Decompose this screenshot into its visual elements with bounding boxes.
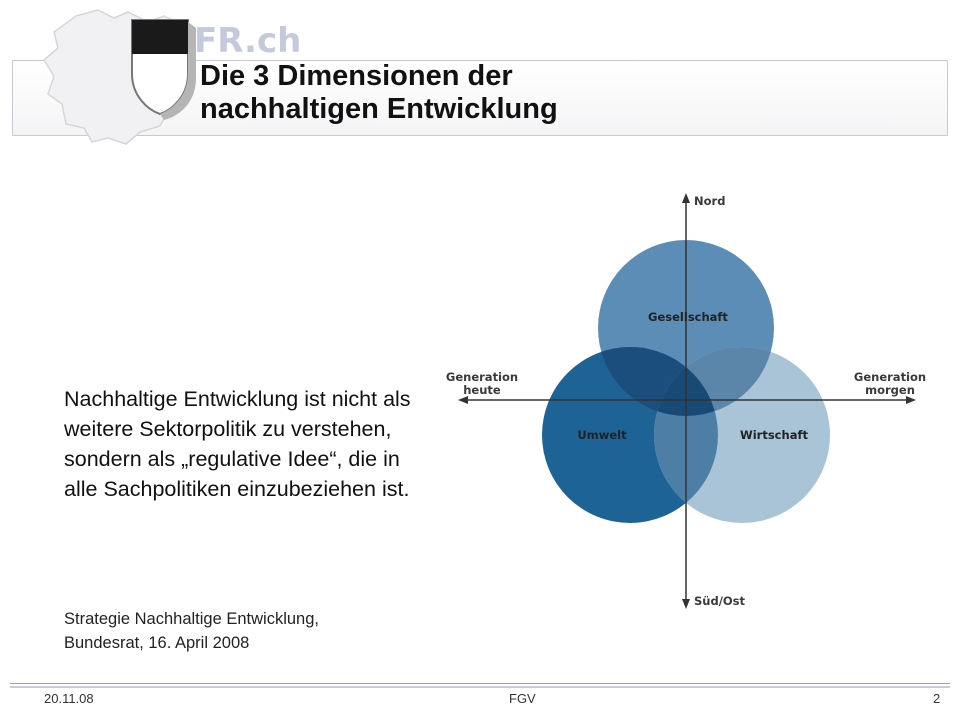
footer-date: 20.11.08 xyxy=(44,691,94,706)
label-nord: Nord xyxy=(694,194,725,208)
title-line-1: Die 3 Dimensionen der xyxy=(200,60,513,92)
footer-rule xyxy=(10,683,950,684)
page-title: Die 3 Dimensionen der nachhaltigen Entwi… xyxy=(200,60,940,126)
label-umwelt: Umwelt xyxy=(577,428,627,442)
label-generation-heute-1: Generation xyxy=(446,370,518,384)
page-number: 2 xyxy=(933,691,941,706)
label-generation-morgen-2: morgen xyxy=(865,383,915,397)
arrow-left-icon xyxy=(458,396,468,404)
axis-vertical xyxy=(682,193,690,609)
body-text: Nachhaltige Entwicklung ist nicht als we… xyxy=(64,387,411,501)
label-gesellschaft: Gesellschaft xyxy=(648,310,728,324)
arrow-right-icon xyxy=(906,396,916,404)
label-wirtschaft: Wirtschaft xyxy=(740,428,808,442)
title-line-2: nachhaltigen Entwicklung xyxy=(200,93,558,125)
overlap-center xyxy=(654,347,718,416)
footer-rule-shadow xyxy=(10,686,950,688)
sustainability-diagram: Nord Süd/Ost Generation heute Generation… xyxy=(446,193,926,609)
fr-ch-logo: FR.ch xyxy=(43,9,301,145)
label-generation-heute-2: heute xyxy=(463,383,501,397)
label-sued-ost: Süd/Ost xyxy=(694,594,746,608)
source-citation: Strategie Nachhaltige Entwicklung, Bunde… xyxy=(64,607,424,655)
footer-center: FGV xyxy=(509,691,536,706)
source-line-2: Bundesrat, 16. April 2008 xyxy=(64,634,250,652)
arrow-up-icon xyxy=(682,193,690,203)
logo-text: FR.ch xyxy=(194,21,301,61)
coat-of-arms-icon xyxy=(131,19,196,120)
label-generation-morgen-1: Generation xyxy=(854,370,926,384)
source-line-1: Strategie Nachhaltige Entwicklung, xyxy=(64,610,319,628)
axis-horizontal xyxy=(458,396,916,404)
arrow-down-icon xyxy=(682,599,690,609)
